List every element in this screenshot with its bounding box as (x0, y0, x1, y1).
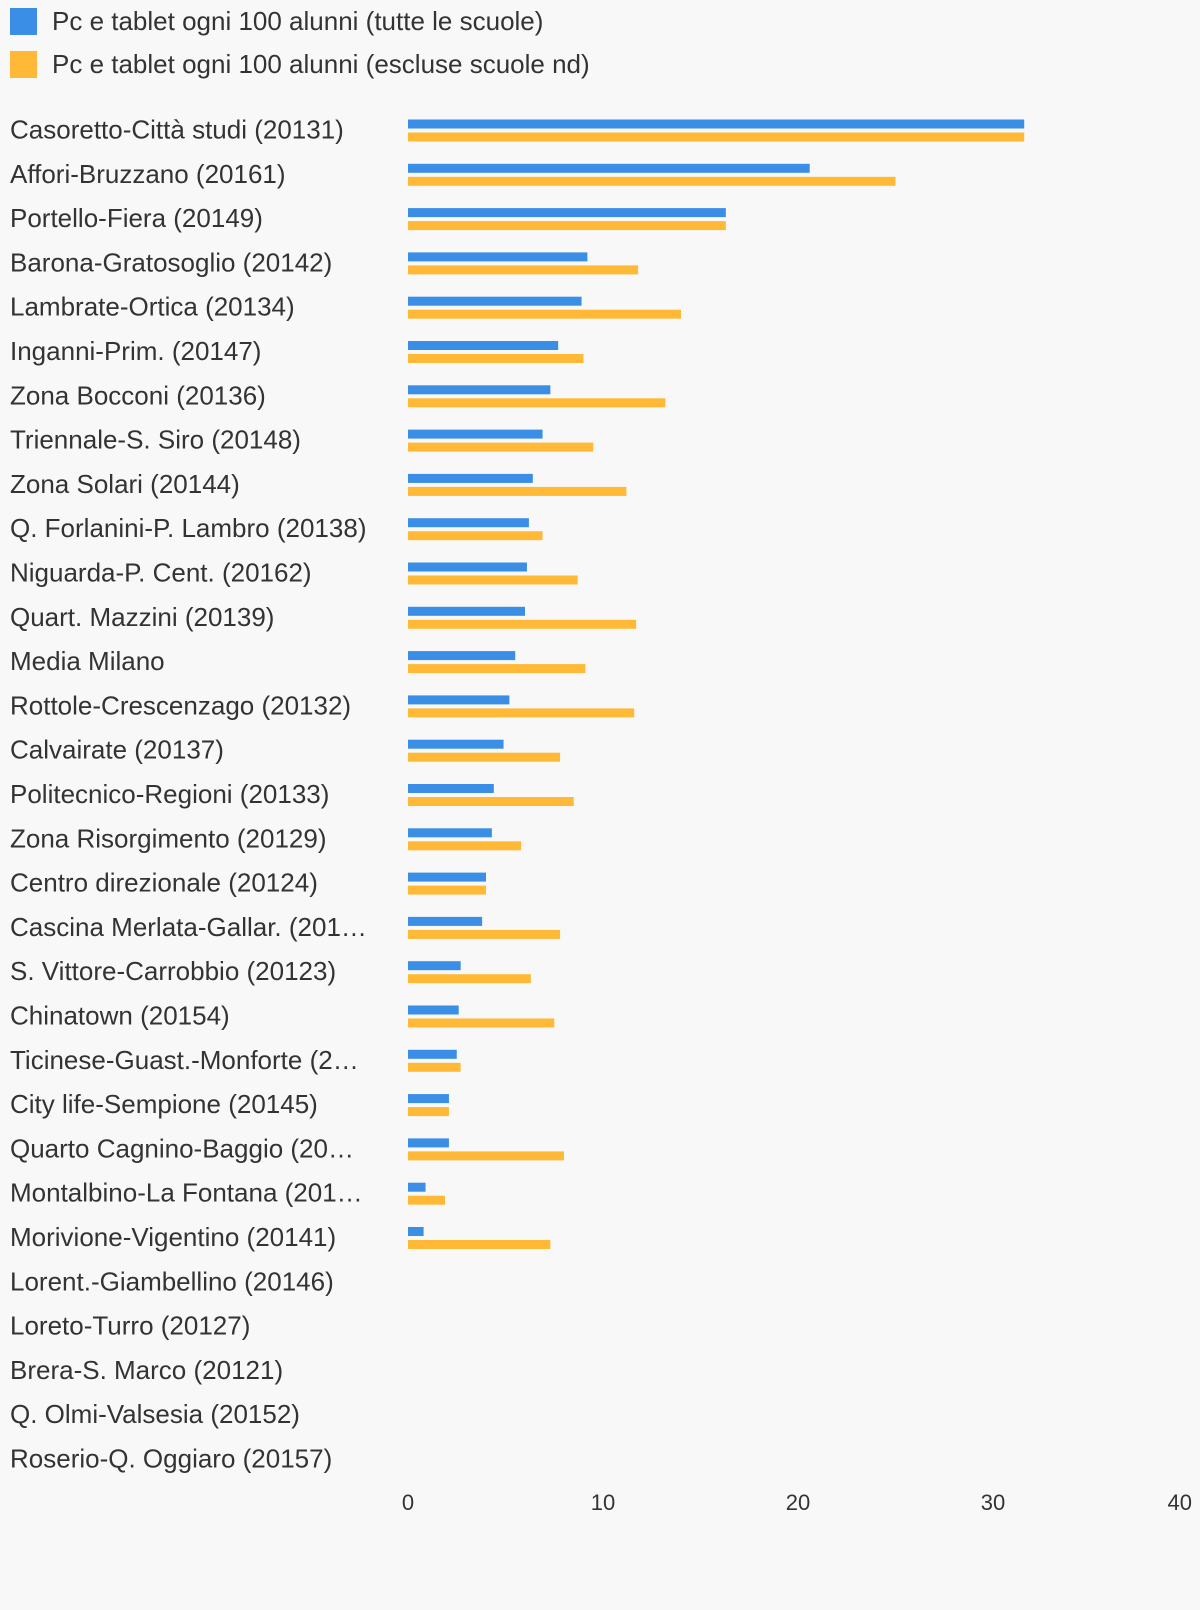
x-axis-ticks: 0 10 20 30 40 (402, 1490, 1192, 1515)
category-label: Inganni-Prim. (20147) (10, 336, 261, 366)
bar-series-2[interactable] (408, 354, 584, 363)
bar-series-2[interactable] (408, 486, 627, 496)
bar-series-2[interactable] (408, 664, 586, 674)
bar-series-2[interactable] (408, 1240, 551, 1249)
category-label: Portello-Fiera (20149) (10, 203, 263, 233)
category-label: Quarto Cagnino-Baggio (20… (10, 1133, 354, 1163)
bar-series-2[interactable] (408, 1107, 449, 1117)
bar-series-1[interactable] (408, 341, 559, 350)
bar-series-2[interactable] (408, 974, 531, 984)
category-label: Media Milano (10, 646, 165, 676)
bar-series-2[interactable] (408, 265, 639, 275)
bar-series-2[interactable] (408, 885, 486, 895)
category-label: Q. Forlanini-P. Lambro (20138) (10, 513, 366, 543)
bars (408, 119, 1025, 1249)
bar-series-2[interactable] (408, 1195, 446, 1205)
x-tick-label: 20 (786, 1490, 810, 1515)
x-tick-label: 10 (591, 1490, 615, 1515)
bar-series-2[interactable] (408, 708, 635, 718)
legend-swatch-series-1 (10, 8, 37, 35)
bar-series-1[interactable] (408, 208, 726, 218)
bar-series-2[interactable] (408, 619, 637, 629)
bar-series-1[interactable] (408, 784, 494, 793)
category-label: Morivione-Vigentino (20141) (10, 1222, 336, 1252)
bar-series-1[interactable] (408, 828, 492, 838)
legend-label-series-1: Pc e tablet ogni 100 alunni (tutte le sc… (52, 6, 544, 36)
bar-series-2[interactable] (408, 531, 543, 541)
bar-series-1[interactable] (408, 473, 533, 483)
category-label: Ticinese-Guast.-Monforte (2… (10, 1045, 359, 1075)
bar-series-1[interactable] (408, 1182, 426, 1192)
category-label: Rottole-Crescenzago (20132) (10, 690, 351, 720)
category-label: Loreto-Turro (20127) (10, 1311, 250, 1341)
category-label: Casoretto-Città studi (20131) (10, 115, 344, 145)
bar-series-1[interactable] (408, 1094, 449, 1104)
category-label: Zona Solari (20144) (10, 469, 240, 499)
category-label: Politecnico-Regioni (20133) (10, 779, 329, 809)
bar-series-1[interactable] (408, 695, 510, 705)
x-tick-label: 30 (981, 1490, 1005, 1515)
category-label: Quart. Mazzini (20139) (10, 602, 274, 632)
bar-series-1[interactable] (408, 429, 543, 439)
legend-item-series-2[interactable]: Pc e tablet ogni 100 alunni (escluse scu… (10, 51, 590, 78)
bar-series-1[interactable] (408, 252, 588, 262)
category-label: Roserio-Q. Oggiaro (20157) (10, 1444, 332, 1474)
legend: Pc e tablet ogni 100 alunni (tutte le sc… (10, 8, 590, 94)
category-label: Barona-Gratosoglio (20142) (10, 247, 332, 277)
bar-series-2[interactable] (408, 841, 522, 851)
bar-series-2[interactable] (408, 132, 1025, 142)
category-label: Lorent.-Giambellino (20146) (10, 1266, 334, 1296)
bar-series-2[interactable] (408, 575, 578, 585)
category-label: Zona Bocconi (20136) (10, 380, 266, 410)
bar-series-1[interactable] (408, 916, 483, 926)
category-label: Niguarda-P. Cent. (20162) (10, 558, 312, 588)
bar-series-2[interactable] (408, 398, 666, 408)
bar-series-2[interactable] (408, 1151, 564, 1161)
bar-series-2[interactable] (408, 929, 561, 939)
bar-series-2[interactable] (408, 1062, 461, 1072)
bar-series-2[interactable] (408, 176, 896, 186)
bar-series-2[interactable] (408, 797, 574, 806)
bar-series-1[interactable] (408, 163, 810, 173)
bar-series-1[interactable] (408, 1227, 424, 1236)
bar-series-2[interactable] (408, 1018, 555, 1028)
bar-series-2[interactable] (408, 442, 594, 452)
category-label: Q. Olmi-Valsesia (20152) (10, 1399, 300, 1429)
bar-series-1[interactable] (408, 961, 461, 971)
legend-item-series-1[interactable]: Pc e tablet ogni 100 alunni (tutte le sc… (10, 8, 590, 35)
bar-series-1[interactable] (408, 606, 525, 616)
category-label: Centro direzionale (20124) (10, 868, 318, 898)
bar-series-1[interactable] (408, 119, 1025, 129)
category-label: Cascina Merlata-Gallar. (201… (10, 912, 367, 942)
bar-series-2[interactable] (408, 752, 561, 762)
category-label: Brera-S. Marco (20121) (10, 1355, 283, 1385)
legend-label-series-2: Pc e tablet ogni 100 alunni (escluse scu… (52, 49, 590, 79)
legend-swatch-series-2 (10, 51, 37, 78)
bar-series-1[interactable] (408, 651, 516, 661)
category-label: Triennale-S. Siro (20148) (10, 425, 301, 455)
category-label: S. Vittore-Carrobbio (20123) (10, 956, 336, 986)
bar-series-1[interactable] (408, 739, 504, 749)
bar-series-2[interactable] (408, 221, 726, 231)
bar-series-1[interactable] (408, 385, 551, 395)
x-tick-label: 0 (402, 1490, 414, 1515)
category-label: Chinatown (20154) (10, 1001, 230, 1031)
x-tick-label: 40 (1168, 1490, 1192, 1515)
category-label: City life-Sempione (20145) (10, 1089, 318, 1119)
category-label: Montalbino-La Fontana (201… (10, 1178, 363, 1208)
bar-series-1[interactable] (408, 296, 582, 306)
bar-series-1[interactable] (408, 1005, 459, 1015)
category-label: Calvairate (20137) (10, 735, 224, 765)
category-labels: Casoretto-Città studi (20131) Affori-Bruz… (10, 115, 367, 1474)
bar-series-1[interactable] (408, 518, 529, 528)
bar-series-2[interactable] (408, 309, 681, 319)
bar-series-1[interactable] (408, 872, 486, 882)
bar-series-1[interactable] (408, 1049, 457, 1059)
category-label: Lambrate-Ortica (20134) (10, 292, 295, 322)
bar-series-1[interactable] (408, 562, 527, 572)
category-label: Zona Risorgimento (20129) (10, 823, 327, 853)
bar-series-1[interactable] (408, 1138, 449, 1148)
category-label: Affori-Bruzzano (20161) (10, 159, 286, 189)
